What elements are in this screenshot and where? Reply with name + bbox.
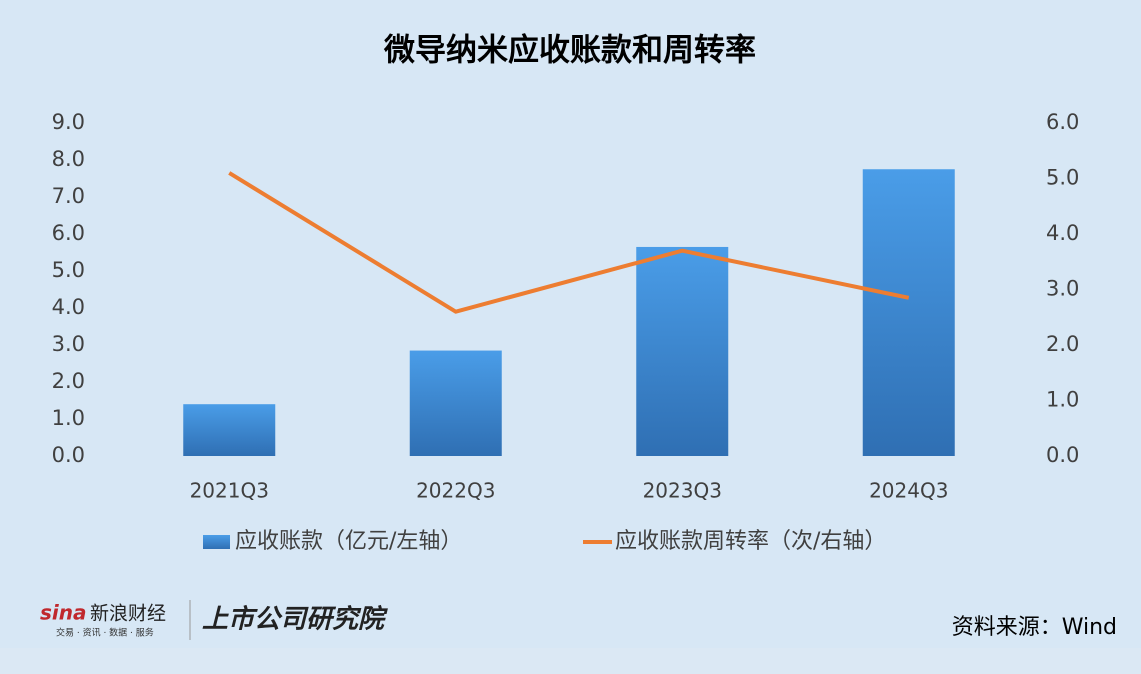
y2-tick-label: 3.0 xyxy=(1046,277,1079,301)
bar xyxy=(862,169,955,456)
x-tick-label: 2024Q3 xyxy=(869,479,948,503)
y2-tick-label: 1.0 xyxy=(1046,388,1079,412)
y-tick-label: 3.0 xyxy=(52,332,85,356)
y2-tick-label: 0.0 xyxy=(1046,443,1079,467)
y-tick-label: 5.0 xyxy=(52,258,85,282)
y-tick-label: 6.0 xyxy=(52,221,85,245)
legend-swatch xyxy=(203,535,230,549)
x-tick-label: 2022Q3 xyxy=(416,479,495,503)
logo: sina xyxy=(40,601,87,625)
brand-services: 交易 · 资讯 · 数据 · 服务 xyxy=(56,627,154,639)
source: 资料来源：Wind xyxy=(952,615,1117,640)
y-tick-label: 7.0 xyxy=(52,184,85,208)
bar xyxy=(409,350,502,456)
y2-tick-label: 6.0 xyxy=(1046,110,1079,134)
chart-title: 微导纳米应收账款和周转率 xyxy=(383,33,756,69)
y2-tick-label: 2.0 xyxy=(1046,332,1079,356)
y2-tick-label: 5.0 xyxy=(1046,166,1079,190)
y2-tick-label: 4.0 xyxy=(1046,221,1079,245)
legend-label: 应收账款周转率（次/右轴） xyxy=(615,529,886,554)
footer-band xyxy=(0,648,1141,674)
x-tick-label: 2021Q3 xyxy=(190,479,269,503)
brand-name: 新浪财经 xyxy=(90,603,166,625)
y-tick-label: 0.0 xyxy=(52,443,85,467)
x-tick-label: 2023Q3 xyxy=(643,479,722,503)
institute: 上市公司研究院 xyxy=(202,605,388,635)
y-tick-label: 1.0 xyxy=(52,406,85,430)
y-tick-label: 9.0 xyxy=(52,110,85,134)
y-tick-label: 2.0 xyxy=(52,369,85,393)
y-tick-label: 4.0 xyxy=(52,295,85,319)
bar xyxy=(183,404,276,456)
bar xyxy=(636,246,729,456)
legend-label: 应收账款（亿元/左轴） xyxy=(235,529,462,554)
y-tick-label: 8.0 xyxy=(52,147,85,171)
line xyxy=(228,171,910,314)
